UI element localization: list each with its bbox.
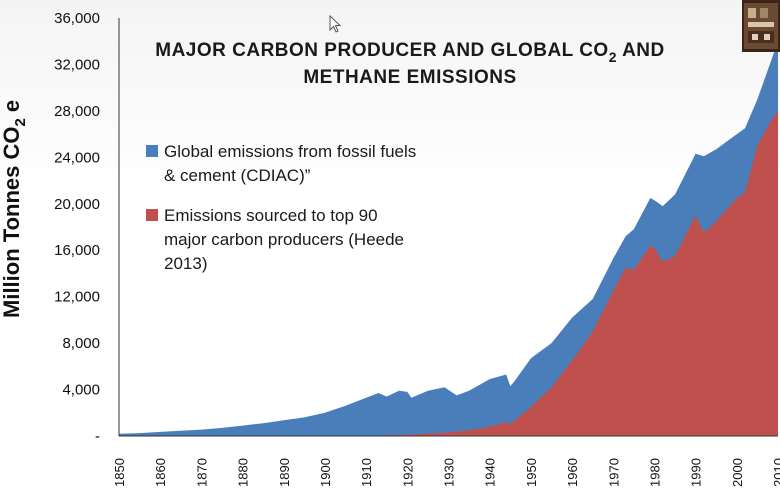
y-tick-label: 12,000 bbox=[54, 289, 100, 306]
y-tick-label: 4,000 bbox=[62, 382, 100, 399]
x-tick-label: 1970 bbox=[606, 458, 621, 487]
x-tick-label: 2010 bbox=[771, 458, 780, 487]
y-axis-title: Million Tonnes CO2 e bbox=[0, 100, 29, 318]
legend-label-producers-1: Emissions sourced to top 90 bbox=[164, 206, 378, 225]
legend-label-producers-3: 2013) bbox=[164, 254, 207, 273]
x-tick-label: 1980 bbox=[647, 458, 662, 487]
legend: Global emissions from fossil fuels & cem… bbox=[146, 142, 416, 273]
legend-label-global-2: & cement (CDIAC)” bbox=[164, 166, 311, 185]
legend-label-global-1: Global emissions from fossil fuels bbox=[164, 142, 416, 161]
x-tick-label: 2000 bbox=[730, 458, 745, 487]
legend-swatch-producers bbox=[146, 209, 158, 221]
chart-title-line-2: METHANE EMISSIONS bbox=[303, 67, 516, 88]
y-tick-label: 20,000 bbox=[54, 196, 100, 213]
mouse-cursor-icon bbox=[329, 14, 342, 33]
series-layer bbox=[119, 41, 778, 437]
y-tick-label: - bbox=[95, 428, 100, 445]
y-tick-label: 8,000 bbox=[62, 335, 100, 352]
y-tick-label: 16,000 bbox=[54, 242, 100, 259]
x-tick-label: 1860 bbox=[153, 458, 168, 487]
x-tick-label: 1880 bbox=[236, 458, 251, 487]
legend-label-producers-2: major carbon producers (Heede bbox=[164, 230, 404, 249]
x-tick-label: 1870 bbox=[194, 458, 209, 487]
presenter-thumbnail bbox=[742, 0, 780, 52]
y-tick-label: 36,000 bbox=[54, 10, 100, 27]
chart-title-line-1: MAJOR CARBON PRODUCER AND GLOBAL CO2 AND bbox=[155, 40, 665, 65]
y-tick-label: 32,000 bbox=[54, 56, 100, 73]
series-area-top90-producers bbox=[119, 110, 778, 437]
x-tick-label: 1950 bbox=[524, 458, 539, 487]
x-tick-label: 1930 bbox=[442, 458, 457, 487]
x-tick-label: 1940 bbox=[483, 458, 498, 487]
x-tick-label: 1960 bbox=[565, 458, 580, 487]
x-tick-label: 1890 bbox=[277, 458, 292, 487]
y-tick-labels: - 4,000 8,000 12,000 16,000 20,000 24,000 28,00… bbox=[54, 10, 100, 445]
y-tick-label: 24,000 bbox=[54, 149, 100, 166]
legend-swatch-global bbox=[146, 145, 158, 157]
x-tick-label: 1910 bbox=[359, 458, 374, 487]
x-tick-labels: 1850 1860 1870 1880 1890 1900 1910 1920 1930 1940… bbox=[112, 458, 780, 487]
y-tick-label: 28,000 bbox=[54, 103, 100, 120]
x-tick-label: 1990 bbox=[689, 458, 704, 487]
x-tick-label: 1850 bbox=[112, 458, 127, 487]
x-tick-label: 1920 bbox=[400, 458, 415, 487]
x-tick-label: 1900 bbox=[318, 458, 333, 487]
